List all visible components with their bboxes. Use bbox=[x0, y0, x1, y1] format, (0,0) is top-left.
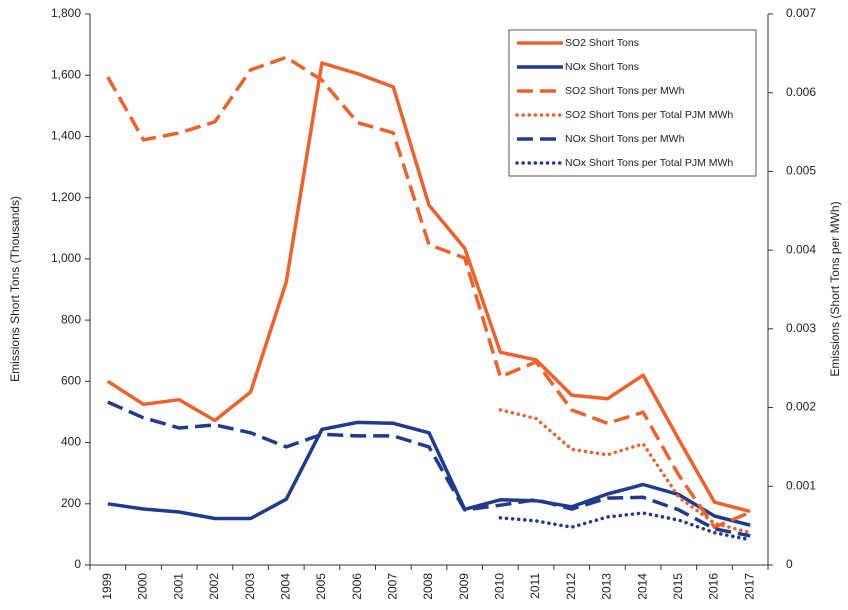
x-tick-label: 2010 bbox=[493, 573, 507, 600]
y2-axis-label: Emissions (Short Tons per MWh) bbox=[828, 201, 842, 376]
y-tick-label: 400 bbox=[61, 435, 81, 449]
x-tick-label: 2009 bbox=[457, 573, 471, 600]
legend-label: SO2 Short Tons bbox=[565, 37, 639, 49]
series-line bbox=[107, 420, 751, 527]
x-tick-label: 2008 bbox=[421, 573, 435, 600]
x-tick-label: 2006 bbox=[350, 573, 364, 600]
series-line bbox=[498, 511, 752, 542]
x-tick-label: 2003 bbox=[243, 573, 257, 600]
x-tick-label: 2011 bbox=[528, 573, 542, 599]
y-tick-label: 800 bbox=[61, 312, 81, 326]
y2-tick-label: 0.001 bbox=[786, 478, 816, 492]
series-line bbox=[106, 55, 751, 529]
y-tick-label: 1,000 bbox=[51, 251, 81, 265]
y-tick-label: 1,800 bbox=[51, 6, 81, 20]
x-tick-label: 2004 bbox=[278, 573, 292, 600]
series-line bbox=[107, 400, 751, 538]
legend-label: NOx Short Tons bbox=[565, 61, 639, 73]
x-tick-label: 2013 bbox=[600, 573, 614, 600]
y2-tick-label: 0.006 bbox=[786, 85, 816, 99]
legend-label: NOx Short Tons per MWh bbox=[565, 133, 685, 145]
y-axis-label: Emissions Short Tons (Thousands) bbox=[8, 196, 22, 382]
y2-tick-label: 0.003 bbox=[786, 321, 816, 335]
x-tick-label: 2015 bbox=[671, 573, 685, 600]
legend: SO2 Short Tons NOx Short Tons SO2 Short To… bbox=[508, 29, 757, 177]
x-tick-label: 2002 bbox=[207, 573, 221, 600]
series-line bbox=[498, 408, 752, 535]
y-tick-label: 200 bbox=[61, 496, 81, 510]
legend-label: SO2 Short Tons per MWh bbox=[565, 85, 685, 97]
series-line bbox=[106, 61, 751, 514]
legend-box bbox=[508, 29, 757, 177]
y-tick-label: 1,600 bbox=[51, 67, 81, 81]
y2-tick-label: 0.005 bbox=[786, 164, 816, 178]
y2-tick-label: 0 bbox=[786, 557, 793, 571]
x-tick-label: 2005 bbox=[314, 573, 328, 600]
y2-tick-label: 0.007 bbox=[786, 6, 816, 20]
legend-label: SO2 Short Tons per Total PJM MWh bbox=[565, 109, 733, 121]
legend-label: NOx Short Tons per Total PJM MWh bbox=[565, 157, 733, 169]
x-tick-label: 2012 bbox=[564, 573, 578, 600]
x-tick-label: 2014 bbox=[635, 573, 649, 600]
y2-tick-label: 0.004 bbox=[786, 242, 816, 256]
x-tick-label: 2007 bbox=[385, 573, 399, 600]
y-tick-label: 600 bbox=[61, 374, 81, 388]
y-tick-label: 1,200 bbox=[51, 190, 81, 204]
x-tick-label: 2000 bbox=[136, 573, 150, 600]
x-tick-label: 2017 bbox=[742, 573, 756, 600]
y-tick-label: 0 bbox=[74, 557, 81, 571]
x-tick-label: 1999 bbox=[100, 573, 114, 600]
x-tick-label: 2016 bbox=[707, 573, 721, 600]
y2-tick-label: 0.002 bbox=[786, 400, 816, 414]
x-tick-label: 2001 bbox=[171, 573, 185, 600]
y-tick-label: 1,400 bbox=[51, 129, 81, 143]
